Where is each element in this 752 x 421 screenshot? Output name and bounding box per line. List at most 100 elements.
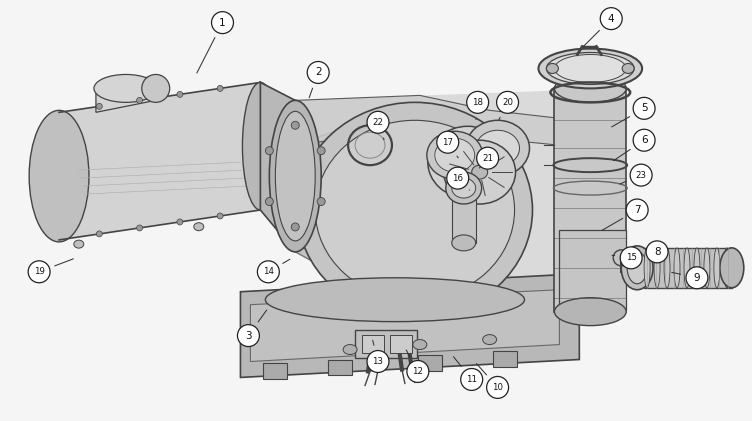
Polygon shape (296, 102, 415, 318)
Polygon shape (250, 290, 559, 362)
Text: 4: 4 (608, 13, 614, 24)
Circle shape (211, 12, 233, 34)
Circle shape (600, 8, 622, 29)
Bar (418, 355, 441, 371)
Text: 12: 12 (412, 367, 423, 376)
Polygon shape (554, 88, 626, 312)
Polygon shape (96, 75, 156, 112)
Ellipse shape (265, 278, 524, 322)
Text: 1: 1 (219, 18, 226, 28)
Text: 21: 21 (482, 154, 493, 163)
Ellipse shape (664, 248, 670, 288)
Ellipse shape (242, 83, 278, 210)
Ellipse shape (446, 172, 481, 204)
Ellipse shape (413, 340, 427, 349)
Text: 17: 17 (442, 138, 453, 147)
Circle shape (437, 131, 459, 153)
Ellipse shape (694, 248, 700, 288)
Text: 10: 10 (492, 383, 503, 392)
Text: 5: 5 (641, 103, 647, 113)
Circle shape (686, 267, 708, 289)
Ellipse shape (452, 178, 476, 198)
Bar (328, 360, 352, 376)
Text: 16: 16 (452, 173, 463, 183)
Ellipse shape (622, 64, 634, 73)
Ellipse shape (74, 240, 83, 248)
Circle shape (367, 111, 389, 133)
Text: 6: 6 (641, 135, 647, 145)
Ellipse shape (465, 120, 529, 176)
Ellipse shape (644, 248, 650, 288)
Ellipse shape (547, 64, 559, 73)
Ellipse shape (343, 344, 357, 354)
Circle shape (467, 91, 489, 113)
Polygon shape (241, 275, 579, 378)
Bar (362, 335, 384, 352)
Circle shape (367, 351, 389, 373)
Ellipse shape (29, 110, 89, 242)
Circle shape (461, 368, 483, 390)
Ellipse shape (137, 97, 143, 103)
Text: 13: 13 (372, 357, 384, 366)
Circle shape (477, 147, 499, 169)
Ellipse shape (472, 165, 487, 179)
Ellipse shape (554, 54, 626, 83)
Ellipse shape (627, 252, 647, 284)
Text: 18: 18 (472, 98, 484, 107)
Ellipse shape (720, 248, 744, 288)
Ellipse shape (297, 102, 532, 318)
Ellipse shape (613, 250, 629, 266)
Circle shape (447, 167, 468, 189)
Bar (390, 335, 412, 352)
Ellipse shape (621, 246, 653, 290)
Circle shape (308, 61, 329, 83)
Ellipse shape (317, 197, 325, 205)
Text: 11: 11 (466, 375, 478, 384)
Text: 14: 14 (263, 267, 274, 276)
Ellipse shape (483, 335, 496, 344)
Ellipse shape (427, 131, 483, 179)
Text: 23: 23 (635, 171, 647, 180)
Text: 8: 8 (653, 247, 660, 257)
Ellipse shape (554, 298, 626, 325)
Circle shape (620, 247, 642, 269)
Ellipse shape (217, 213, 223, 219)
Circle shape (633, 129, 655, 151)
Ellipse shape (94, 75, 158, 102)
Text: 3: 3 (245, 330, 252, 341)
Ellipse shape (96, 103, 102, 109)
Ellipse shape (177, 219, 183, 225)
Text: 9: 9 (693, 273, 700, 283)
Bar (493, 351, 517, 367)
Ellipse shape (291, 121, 299, 129)
Ellipse shape (654, 248, 660, 288)
Circle shape (496, 91, 519, 113)
Text: 22: 22 (372, 118, 384, 127)
Ellipse shape (476, 130, 520, 166)
Text: 7: 7 (634, 205, 641, 215)
Circle shape (646, 241, 668, 263)
Polygon shape (260, 83, 296, 252)
Polygon shape (59, 83, 259, 240)
Ellipse shape (275, 111, 315, 241)
Ellipse shape (217, 85, 223, 91)
Text: 19: 19 (34, 267, 44, 276)
Ellipse shape (291, 223, 299, 231)
Polygon shape (296, 96, 559, 145)
Circle shape (407, 360, 429, 382)
Bar (452, 188, 476, 243)
Text: 15: 15 (626, 253, 637, 262)
Ellipse shape (547, 53, 634, 85)
Circle shape (257, 261, 279, 283)
Polygon shape (296, 91, 590, 330)
Ellipse shape (137, 225, 143, 231)
Ellipse shape (674, 248, 680, 288)
Ellipse shape (724, 248, 730, 288)
Circle shape (633, 97, 655, 119)
Bar (355, 330, 417, 357)
Ellipse shape (438, 136, 498, 188)
Ellipse shape (684, 248, 690, 288)
Circle shape (28, 261, 50, 283)
Ellipse shape (265, 197, 274, 205)
Polygon shape (559, 230, 626, 310)
